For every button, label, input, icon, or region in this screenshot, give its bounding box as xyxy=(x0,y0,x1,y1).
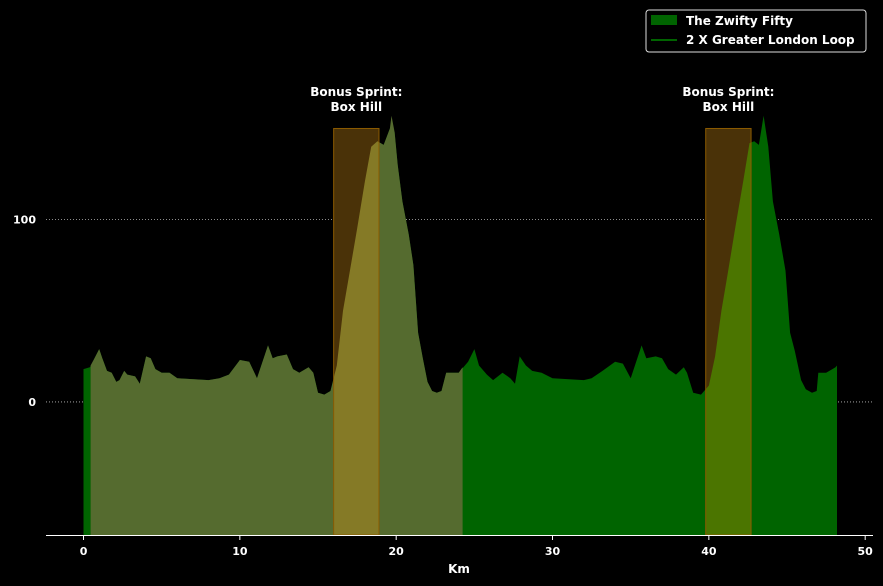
y-tick-label-0: 0 xyxy=(28,396,36,409)
legend-label-lap: 2 X Greater London Loop xyxy=(686,33,855,47)
x-axis-label: Km xyxy=(448,562,470,576)
sprint-label-line2-2: Box Hill xyxy=(703,100,755,114)
x-tick-label-10: 10 xyxy=(232,545,248,558)
sprint-label-line1-2: Bonus Sprint: xyxy=(682,85,774,99)
sprint-label-line2-1: Box Hill xyxy=(330,100,382,114)
sprint-label-line1-1: Bonus Sprint: xyxy=(310,85,402,99)
legend: The Zwifty Fifty 2 X Greater London Loop xyxy=(645,9,867,53)
axes-layer: 0 10 20 30 40 50 0 100 xyxy=(13,214,873,558)
legend-label-route: The Zwifty Fifty xyxy=(686,14,793,28)
y-tick-label-100: 100 xyxy=(13,214,36,227)
legend-frame xyxy=(645,9,867,53)
x-tick-label-0: 0 xyxy=(80,545,88,558)
x-tick-label-30: 30 xyxy=(545,545,561,558)
legend-swatch-route xyxy=(651,15,677,25)
x-tick-label-40: 40 xyxy=(701,545,717,558)
x-tick-label-20: 20 xyxy=(389,545,405,558)
x-tick-label-50: 50 xyxy=(858,545,874,558)
